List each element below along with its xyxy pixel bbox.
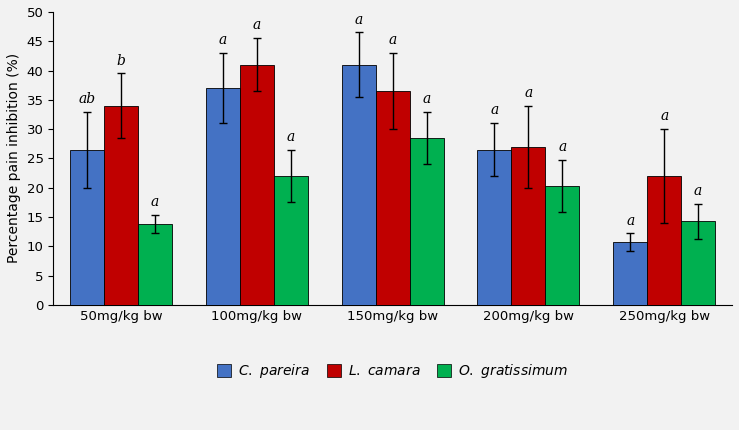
Y-axis label: Percentage pain inhibition (%): Percentage pain inhibition (%)	[7, 53, 21, 264]
Bar	[681, 221, 715, 305]
Text: a: a	[694, 184, 702, 198]
Bar	[545, 186, 579, 305]
Text: a: a	[491, 103, 499, 117]
Bar	[104, 106, 138, 305]
Text: b: b	[117, 54, 126, 68]
Text: a: a	[660, 109, 668, 123]
Legend: $\it{C.\ pareira}$, $\it{L.\ camara}$, $\it{O.\ gratissimum}$: $\it{C.\ pareira}$, $\it{L.\ camara}$, $…	[212, 357, 573, 386]
Text: a: a	[558, 140, 567, 154]
Text: a: a	[423, 92, 431, 106]
Bar	[240, 64, 274, 305]
Text: a: a	[626, 214, 634, 227]
Bar	[206, 88, 240, 305]
Text: a: a	[355, 12, 363, 27]
Text: a: a	[219, 33, 227, 47]
Text: a: a	[524, 86, 533, 100]
Text: a: a	[151, 195, 159, 209]
Bar	[409, 138, 443, 305]
Bar	[511, 147, 545, 305]
Text: a: a	[389, 33, 397, 47]
Bar	[70, 150, 104, 305]
Bar	[375, 91, 409, 305]
Bar	[274, 176, 307, 305]
Bar	[138, 224, 172, 305]
Text: a: a	[287, 130, 295, 144]
Bar	[647, 176, 681, 305]
Bar	[477, 150, 511, 305]
Bar	[613, 242, 647, 305]
Text: ab: ab	[78, 92, 96, 106]
Text: a: a	[253, 18, 261, 32]
Bar	[341, 64, 375, 305]
